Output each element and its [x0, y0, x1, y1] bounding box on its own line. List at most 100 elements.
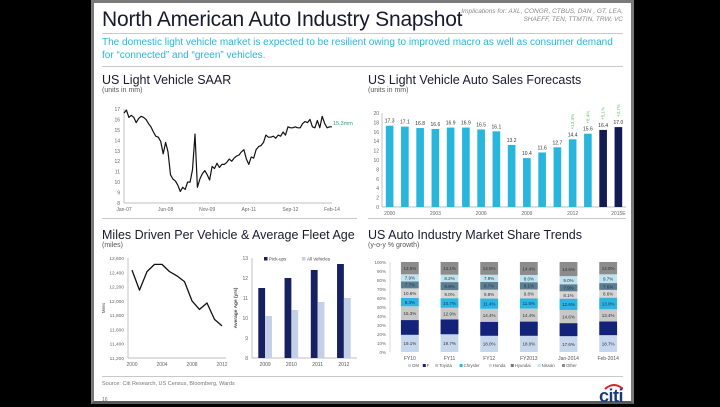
legend-label: Pick-ups: [269, 257, 287, 262]
share-segment-nissan: [519, 274, 538, 283]
x-tick-label: 2000: [384, 211, 395, 217]
miles-units: (miles): [102, 242, 123, 249]
y-tick-label: 4: [376, 186, 379, 192]
share-segment-label: 12.9%: [443, 311, 456, 316]
share-segment-label: 14.5%: [483, 266, 496, 271]
share-segment-honda: [480, 289, 499, 299]
fleet-age-bar-all-vehicles: [265, 316, 272, 358]
footer-divider: [102, 376, 623, 377]
forecast-bar-chart: 0 2 4 6 8 10 12 14 16 18 20 17.3 2000 17.1 16.8 16.6 200…: [373, 104, 626, 217]
legend-swatch: [459, 364, 463, 367]
y-tick-label: 8: [245, 356, 248, 362]
share-segment-label: 14.6%: [562, 314, 575, 319]
forecast-growth-label: +13.4%: [570, 114, 575, 129]
share-segment-nissan: [440, 274, 459, 283]
fleet-age-bar-all-vehicles: [291, 310, 299, 358]
x-tick-label: Nov-09: [199, 207, 215, 213]
y-tick-label: 12,200: [109, 285, 124, 291]
forecast-bar: [416, 128, 424, 207]
y-tick-label: 60%: [377, 296, 386, 301]
forecast-bar: [477, 129, 485, 207]
x-tick-label: Sep-12: [282, 207, 298, 213]
x-tick-label: FY10: [404, 356, 416, 362]
share-segment-label: 17.6%: [562, 342, 575, 347]
share-segment-label: 9.0%: [563, 278, 573, 283]
share-segment-label: 8.1%: [524, 284, 534, 289]
share-segment-hyundai: [440, 282, 459, 291]
miles-panel: Miles Driven Per Vehicle & Average Fleet…: [102, 228, 355, 249]
share-segment-label: 7.6%: [603, 284, 613, 289]
x-tick-label: 2008: [186, 362, 197, 368]
share-segment-f: [440, 319, 459, 335]
share-segment-f: [519, 321, 538, 336]
forecast-data-label: 11.6: [537, 145, 547, 151]
legend-swatch: [422, 364, 426, 367]
legend-swatch: [435, 364, 439, 367]
y-tick-label: 0%: [379, 350, 386, 355]
share-segment-f: [400, 320, 419, 335]
summary-text: The domestic light vehicle market is exp…: [102, 37, 613, 61]
share-segment-label: 9.8%: [484, 292, 494, 297]
saar-panel: US Light Vehicle SAAR (units in mm): [102, 73, 231, 94]
share-segment-nissan: [599, 274, 618, 284]
forecast-bar: [507, 144, 516, 207]
share-segment-chrysler: [440, 298, 459, 308]
share-segment-hyundai: [599, 283, 618, 290]
share-segment-nissan: [400, 274, 419, 282]
miles-series-line: [131, 263, 223, 327]
share-segment-toyota: [400, 306, 419, 321]
share-segment-other: [400, 262, 419, 275]
legend-label: Chrysler: [464, 363, 481, 368]
forecast-data-label: 16.6: [431, 122, 441, 128]
x-tick-label: 2009: [260, 362, 271, 368]
share-segment-chrysler: [559, 298, 578, 310]
fleet-age-bar-pick-ups: [337, 264, 344, 358]
share-segment-nissan: [480, 274, 499, 282]
share-segment-hyundai: [400, 281, 419, 289]
summary-divider: [102, 66, 623, 67]
share-segment-label: 13.4%: [602, 313, 615, 318]
citi-logo: citi: [598, 386, 624, 406]
share-segment-hyundai: [559, 284, 578, 292]
forecast-data-label: 13.2: [507, 138, 517, 144]
miles-title: Miles Driven Per Vehicle & Average Fleet…: [102, 228, 355, 242]
saar-title: US Light Vehicle SAAR: [102, 73, 232, 87]
x-tick-label: Jan-2014: [558, 356, 579, 362]
share-segment-honda: [559, 291, 578, 299]
y-tick-label: 9: [245, 336, 248, 342]
forecast-data-label: 16.9: [446, 121, 456, 127]
legend-swatch: [537, 364, 541, 367]
y-tick-label: 14: [373, 139, 379, 145]
share-segment-hyundai: [480, 281, 499, 290]
share-segment-label: 18.7%: [602, 341, 615, 346]
x-tick-label: 2004: [156, 362, 167, 368]
market-share-stacked-chart: 0% 10% 20% 30% 40% 50% 60% 70% 80% 90% 100% 19.1% 15…: [374, 260, 619, 368]
share-segment-label: 8.2%: [444, 276, 454, 281]
share-segment-toyota: [519, 308, 538, 322]
share-segment-label: 18.0%: [522, 342, 535, 347]
legend-swatch: [408, 364, 411, 367]
share-segment-toyota: [480, 308, 499, 322]
forecast-bar: [446, 127, 455, 207]
forecast-bar: [401, 126, 409, 207]
y-tick-label: 13: [114, 149, 120, 155]
share-segment-label: 14.1%: [443, 266, 456, 271]
share-segment-toyota: [559, 309, 578, 324]
share-segment-label: 9.3%: [405, 300, 415, 305]
y-tick-label: 11,800: [110, 313, 125, 319]
y-tick-label: 2: [376, 196, 379, 202]
y-tick-label: 16: [373, 130, 379, 136]
share-segment-label: 9.0%: [444, 292, 454, 297]
x-tick-label: Jun-08: [158, 207, 174, 213]
share-segment-honda: [599, 289, 618, 298]
legend-label: Toyota: [439, 363, 452, 368]
y-tick-label: 10: [242, 316, 248, 322]
share-segment-label: 7.9%: [484, 276, 494, 281]
share-units: (y-o-y % growth): [368, 242, 420, 249]
y-tick-label: 12,000: [109, 299, 124, 305]
saar-annotation: 15.3mm: [333, 121, 353, 127]
y-tick-label: 16: [114, 117, 120, 123]
y-tick-label: 11: [115, 170, 120, 176]
forecast-panel: US Light Vehicle Auto Sales Forecasts (u…: [368, 73, 581, 94]
y-tick-label: 20%: [377, 332, 386, 337]
